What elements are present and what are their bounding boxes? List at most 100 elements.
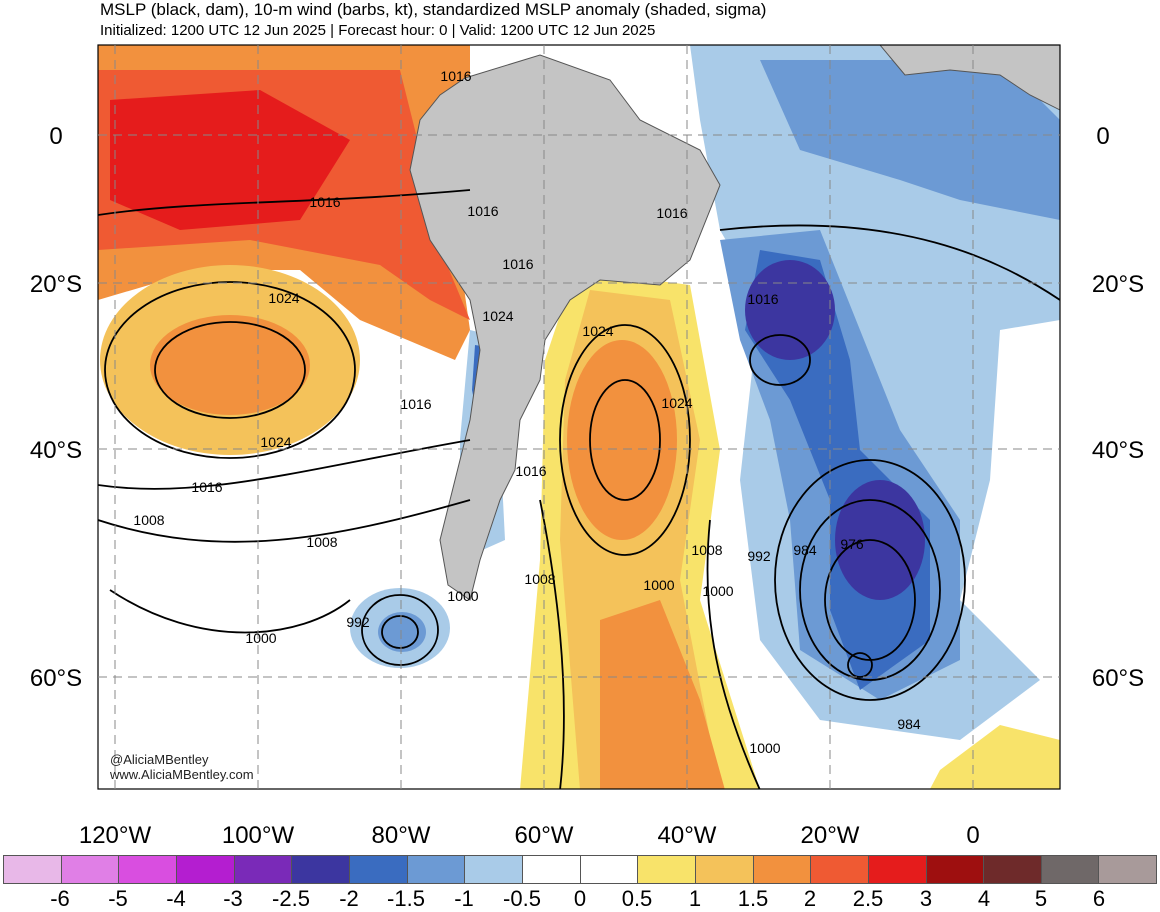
lon-labels: 120°W 100°W 80°W 60°W 40°W 20°W 0 xyxy=(79,822,980,849)
contour-label: 992 xyxy=(747,548,771,564)
colorbar-tick: 1 xyxy=(688,886,702,911)
colorbar-tick: -1 xyxy=(454,886,474,911)
map-title: MSLP (black, dam), 10-m wind (barbs, kt)… xyxy=(100,0,767,19)
anomaly-high-pacific-core xyxy=(150,315,310,415)
colorbar-tick: 1.5 xyxy=(737,886,769,911)
lon-label: 40°W xyxy=(658,822,717,849)
colorbar-cell xyxy=(1099,856,1157,883)
anomaly-atlantic-south xyxy=(600,600,725,789)
colorbar-cell xyxy=(234,856,293,883)
colorbar-cell xyxy=(119,856,177,883)
colorbar-tick: -5 xyxy=(108,886,128,911)
colorbar-cell xyxy=(926,856,985,883)
lat-labels-right: 0 20°S 40°S 60°S xyxy=(1092,123,1144,692)
colorbar-cell xyxy=(580,856,639,883)
credit-handle: @AliciaMBentley xyxy=(110,752,209,767)
lat-label: 60°S xyxy=(30,665,82,692)
colorbar-tick: 4 xyxy=(977,886,991,911)
colorbar-tick: 0.5 xyxy=(621,886,653,911)
contour-label: 1008 xyxy=(306,534,337,550)
lat-label: 0 xyxy=(1096,123,1109,150)
colorbar-tick: 6 xyxy=(1092,886,1106,911)
contour-label: 1000 xyxy=(702,583,733,599)
contour-label: 1016 xyxy=(440,68,471,84)
lat-labels-left: 0 20°S 40°S 60°S xyxy=(30,123,82,692)
colorbar-cell xyxy=(868,856,927,883)
contour-label: 984 xyxy=(897,716,921,732)
mslp-contours xyxy=(98,189,1060,789)
anomaly-atlantic-north xyxy=(760,60,1060,220)
lon-label: 120°W xyxy=(79,822,152,849)
colorbar-cell xyxy=(984,856,1042,883)
lat-label: 20°S xyxy=(1092,271,1144,298)
contour-label: 1016 xyxy=(515,463,546,479)
colorbar-tick: 2 xyxy=(803,886,817,911)
colorbar-cell xyxy=(753,856,812,883)
contour-label: 992 xyxy=(346,614,370,630)
lat-label: 0 xyxy=(49,123,62,150)
contour-label: 1008 xyxy=(524,571,555,587)
lon-label: 80°W xyxy=(372,822,431,849)
colorbar-tick: -4 xyxy=(166,886,186,911)
lon-label: 20°W xyxy=(801,822,860,849)
colorbar-tick: -3 xyxy=(223,886,243,911)
contour-label: 1024 xyxy=(482,308,513,324)
colorbar-cell xyxy=(465,856,523,883)
colorbar-tick: 2.5 xyxy=(852,886,884,911)
contour-label: 1000 xyxy=(749,740,780,756)
colorbar-tick: -1.5 xyxy=(387,886,425,911)
contour-label: 984 xyxy=(793,542,817,558)
contour-label: 1024 xyxy=(661,395,692,411)
lat-label: 60°S xyxy=(1092,665,1144,692)
contour-label: 1016 xyxy=(309,194,340,210)
colorbar-cell xyxy=(407,856,466,883)
colorbar-cell xyxy=(811,856,869,883)
colorbar-tick: 0 xyxy=(573,886,587,911)
colorbar-cell xyxy=(1041,856,1100,883)
colorbar-cell xyxy=(522,856,581,883)
contour-label: 976 xyxy=(840,536,864,552)
contour-label: 1016 xyxy=(747,291,778,307)
africa-land xyxy=(879,45,1060,111)
map-content xyxy=(98,45,1060,789)
colorbar xyxy=(3,855,1157,884)
colorbar-cell xyxy=(176,856,235,883)
contour-label: 1016 xyxy=(191,479,222,495)
lon-label: 60°W xyxy=(515,822,574,849)
contour-label: 1024 xyxy=(260,434,291,450)
colorbar-tick: -6 xyxy=(50,886,70,911)
lon-label: 100°W xyxy=(222,822,295,849)
anomaly-se-yellow xyxy=(930,725,1060,789)
contour-label: 1000 xyxy=(447,588,478,604)
gridlines xyxy=(98,45,1060,789)
colorbar-tick: 3 xyxy=(919,886,933,911)
map-subtitle: Initialized: 1200 UTC 12 Jun 2025 | Fore… xyxy=(100,22,656,39)
lat-label: 20°S xyxy=(30,271,82,298)
contour-label: 1008 xyxy=(691,542,722,558)
south-america-land xyxy=(409,54,721,601)
contour-label: 1008 xyxy=(133,512,164,528)
colorbar-cell xyxy=(695,856,754,883)
anomaly-atlantic-core xyxy=(567,340,677,540)
colorbar-cell xyxy=(349,856,408,883)
anomaly-red-core xyxy=(110,90,350,230)
map-border xyxy=(97,44,1061,790)
contour-label: 1000 xyxy=(643,577,674,593)
lat-label: 40°S xyxy=(1092,437,1144,464)
contour-label: 1016 xyxy=(656,205,687,221)
lat-label: 40°S xyxy=(30,437,82,464)
contour-labels: 1016 1016 1016 1016 1016 1024 1024 1024 … xyxy=(133,68,920,756)
contour-label: 1000 xyxy=(245,630,276,646)
colorbar-tick: -0.5 xyxy=(503,886,541,911)
colorbar-cell xyxy=(292,856,350,883)
contour-label: 1016 xyxy=(502,256,533,272)
contour-label: 1016 xyxy=(400,396,431,412)
credit-website: www.AliciaMBentley.com xyxy=(110,767,254,782)
colorbar-cell xyxy=(61,856,120,883)
colorbar-tick: -2 xyxy=(339,886,359,911)
colorbar-tick: 5 xyxy=(1034,886,1048,911)
contour-label: 1024 xyxy=(268,290,299,306)
contour-label: 1024 xyxy=(582,323,613,339)
lon-label: 0 xyxy=(966,822,979,849)
